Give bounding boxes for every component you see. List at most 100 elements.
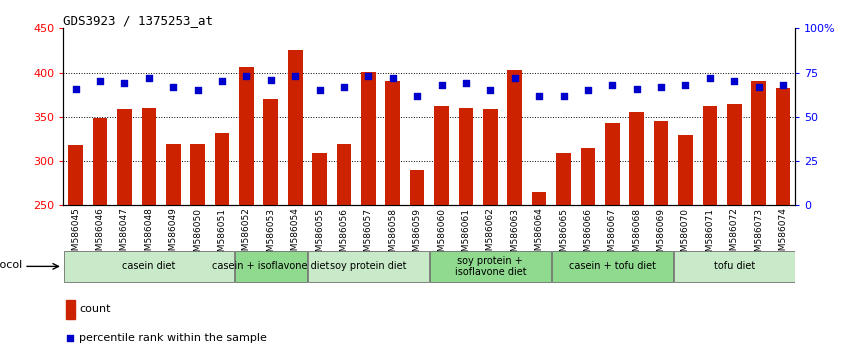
Bar	[727, 104, 742, 205]
Bar	[532, 192, 547, 205]
Text: GSM586062: GSM586062	[486, 207, 495, 262]
Text: casein + tofu diet: casein + tofu diet	[569, 261, 656, 272]
Text: GSM586045: GSM586045	[71, 207, 80, 262]
Bar	[234, 251, 307, 281]
Point	[581, 87, 595, 93]
Point	[215, 79, 228, 84]
Point	[93, 79, 107, 84]
Text: GSM586061: GSM586061	[461, 207, 470, 263]
Text: GSM586065: GSM586065	[559, 207, 568, 263]
Bar	[483, 109, 497, 205]
Text: GSM586056: GSM586056	[339, 207, 349, 263]
Bar	[215, 133, 229, 205]
Bar	[552, 251, 673, 281]
Text: GSM586067: GSM586067	[607, 207, 617, 263]
Point	[508, 75, 521, 81]
Point	[532, 93, 546, 98]
Point	[63, 335, 77, 341]
Bar	[312, 153, 327, 205]
Point	[557, 93, 570, 98]
Text: casein diet: casein diet	[122, 261, 175, 272]
Bar	[508, 70, 522, 205]
Point	[191, 87, 205, 93]
Text: GSM586063: GSM586063	[510, 207, 519, 263]
Point	[288, 73, 302, 79]
Text: GSM586055: GSM586055	[315, 207, 324, 263]
Bar	[654, 121, 668, 205]
Point	[386, 75, 399, 81]
Bar	[65, 300, 74, 319]
Text: GSM586047: GSM586047	[120, 207, 129, 262]
Point	[69, 86, 82, 91]
Bar	[117, 109, 132, 205]
Bar	[409, 170, 425, 205]
Bar	[673, 251, 794, 281]
Point	[606, 82, 619, 88]
Text: soy protein diet: soy protein diet	[330, 261, 407, 272]
Point	[703, 75, 717, 81]
Text: GSM586066: GSM586066	[584, 207, 592, 263]
Text: GSM586071: GSM586071	[706, 207, 714, 263]
Bar	[751, 81, 766, 205]
Bar	[430, 251, 551, 281]
Point	[435, 82, 448, 88]
Text: GSM586064: GSM586064	[535, 207, 544, 262]
Text: tofu diet: tofu diet	[714, 261, 755, 272]
Text: GSM586059: GSM586059	[413, 207, 421, 263]
Bar	[141, 108, 157, 205]
Bar	[308, 251, 429, 281]
Bar	[678, 135, 693, 205]
Text: GSM586053: GSM586053	[266, 207, 275, 263]
Bar	[337, 144, 351, 205]
Bar	[459, 108, 473, 205]
Text: GSM586054: GSM586054	[291, 207, 299, 262]
Bar	[69, 145, 83, 205]
Text: GSM586073: GSM586073	[754, 207, 763, 263]
Bar	[64, 251, 233, 281]
Bar	[166, 144, 180, 205]
Bar	[702, 106, 717, 205]
Point	[654, 84, 667, 90]
Point	[752, 84, 766, 90]
Bar	[190, 144, 205, 205]
Text: GSM586051: GSM586051	[217, 207, 227, 263]
Bar	[239, 67, 254, 205]
Text: soy protein +
isoflavone diet: soy protein + isoflavone diet	[454, 256, 526, 277]
Text: GSM586068: GSM586068	[632, 207, 641, 263]
Text: GSM586058: GSM586058	[388, 207, 398, 263]
Bar	[263, 99, 278, 205]
Text: GSM586072: GSM586072	[730, 207, 739, 262]
Point	[361, 73, 375, 79]
Point	[728, 79, 741, 84]
Text: GDS3923 / 1375253_at: GDS3923 / 1375253_at	[63, 14, 213, 27]
Point	[239, 73, 253, 79]
Point	[630, 86, 644, 91]
Bar	[776, 88, 790, 205]
Text: GSM586049: GSM586049	[168, 207, 178, 262]
Text: GSM586070: GSM586070	[681, 207, 690, 263]
Text: GSM586050: GSM586050	[193, 207, 202, 263]
Point	[142, 75, 156, 81]
Point	[313, 87, 327, 93]
Point	[264, 77, 277, 82]
Bar	[93, 118, 107, 205]
Bar	[605, 123, 619, 205]
Point	[167, 84, 180, 90]
Point	[410, 93, 424, 98]
Point	[459, 80, 473, 86]
Text: protocol: protocol	[0, 260, 22, 270]
Bar	[629, 113, 644, 205]
Point	[484, 87, 497, 93]
Text: GSM586046: GSM586046	[96, 207, 105, 262]
Text: GSM586069: GSM586069	[656, 207, 666, 263]
Bar	[361, 72, 376, 205]
Bar	[288, 50, 303, 205]
Point	[118, 80, 131, 86]
Point	[678, 82, 692, 88]
Text: GSM586052: GSM586052	[242, 207, 251, 262]
Bar	[556, 153, 571, 205]
Text: percentile rank within the sample: percentile rank within the sample	[79, 333, 267, 343]
Text: casein + isoflavone diet: casein + isoflavone diet	[212, 261, 329, 272]
Text: GSM586048: GSM586048	[145, 207, 153, 262]
Bar	[580, 148, 596, 205]
